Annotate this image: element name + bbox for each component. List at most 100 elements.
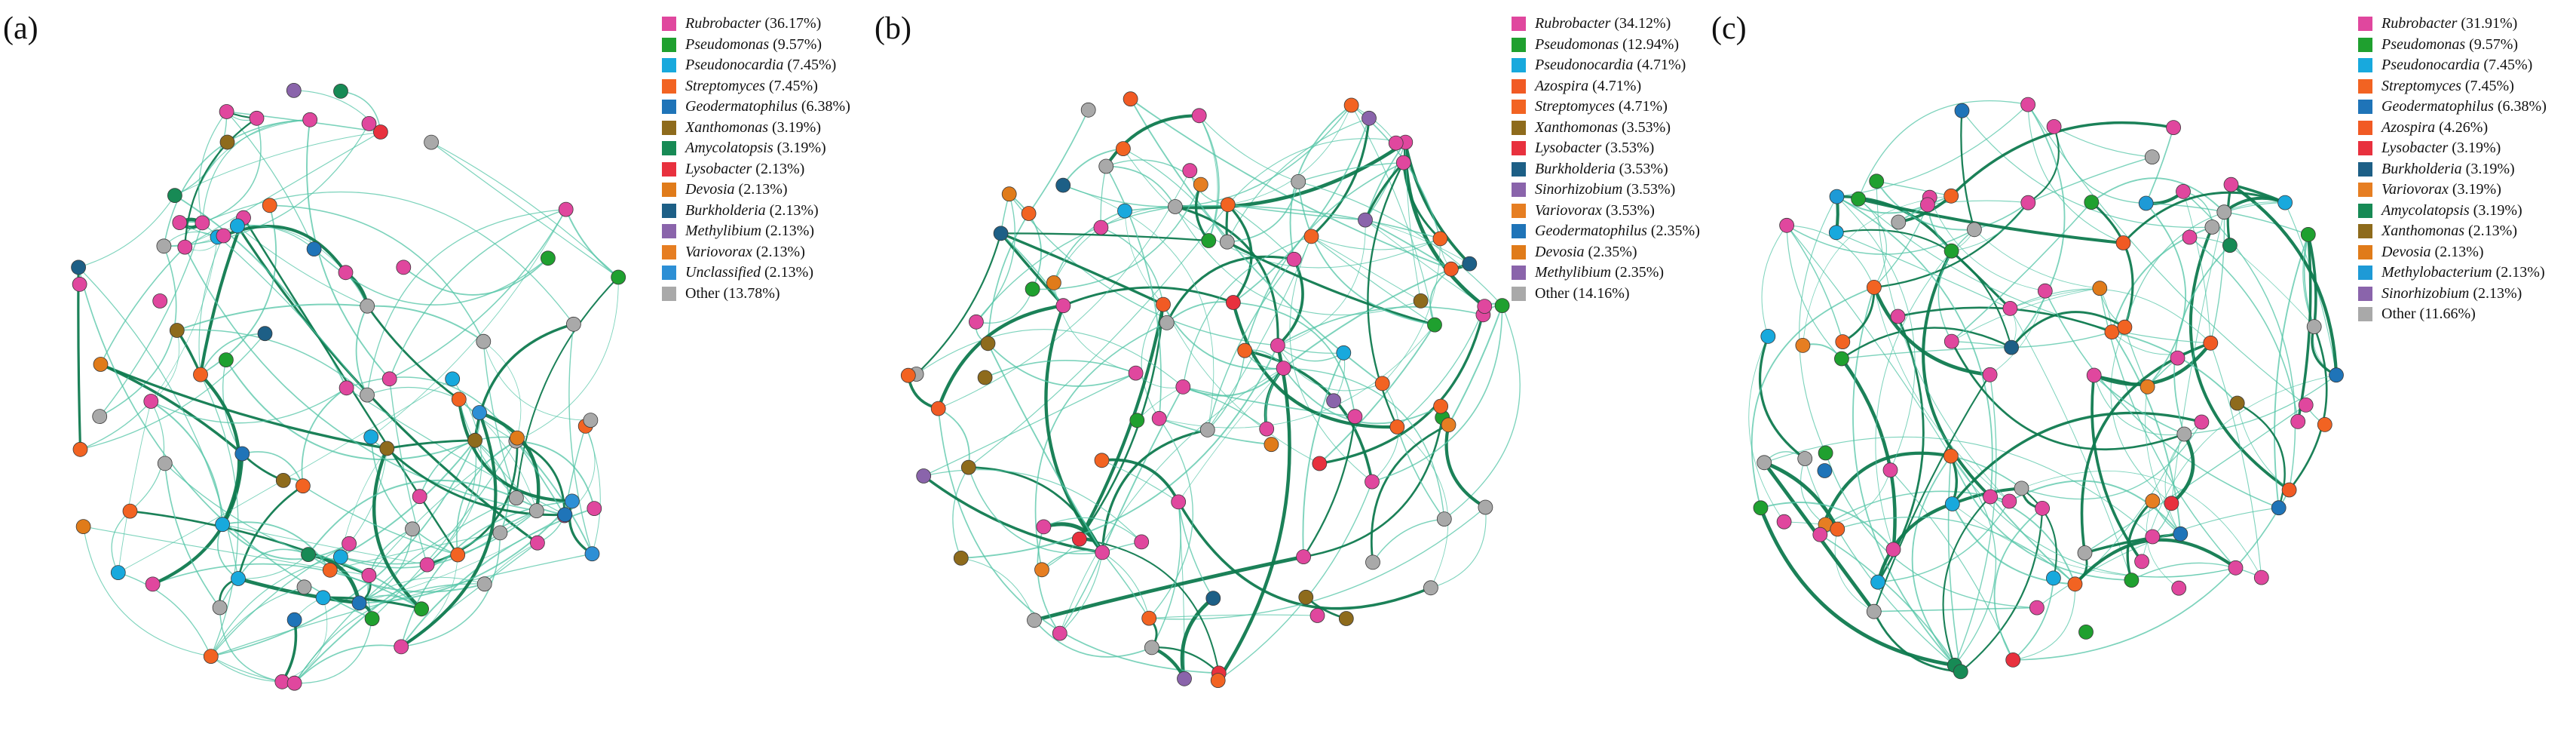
network-edge xyxy=(1207,259,1295,431)
network-node xyxy=(2124,573,2140,588)
legend-genus: Sinorhizobium xyxy=(1535,181,1623,198)
network-edge xyxy=(237,548,309,579)
network-edge xyxy=(1786,225,1844,342)
network-edge xyxy=(269,204,485,342)
network-edge xyxy=(1244,161,1404,351)
network-edge xyxy=(366,386,460,400)
network-edge xyxy=(1053,206,1175,284)
network-node xyxy=(1776,514,1792,530)
network-edge xyxy=(1227,204,1253,303)
network-edge xyxy=(2229,244,2314,327)
network-node xyxy=(338,265,354,281)
network-node xyxy=(1141,610,1157,626)
network-node xyxy=(2194,414,2210,430)
network-node xyxy=(333,84,348,99)
network-node xyxy=(1001,186,1017,202)
network-edge xyxy=(388,208,566,379)
network-node xyxy=(2078,625,2094,640)
network-edge xyxy=(1402,162,1441,240)
network-edge xyxy=(198,216,245,375)
network-node xyxy=(1830,521,1845,537)
network-edge xyxy=(1302,352,1345,557)
network-edge xyxy=(1182,235,1312,388)
legend-swatch xyxy=(1512,120,1526,135)
network-edge xyxy=(1759,336,1806,460)
network-edge xyxy=(1836,195,1928,214)
network-node xyxy=(1413,293,1429,309)
network-node xyxy=(1829,189,1845,204)
network-edge xyxy=(1760,502,1894,551)
network-node xyxy=(611,269,626,285)
network-edge xyxy=(2091,201,2134,328)
network-edge xyxy=(2288,326,2328,491)
legend-percentage: (3.53%) xyxy=(1605,140,1655,156)
network-edge xyxy=(482,341,517,499)
legend-a: Rubrobacter (36.17%) Pseudomonas (9.57%) Pse… xyxy=(662,14,850,304)
legend-c: Rubrobacter (31.91%) Pseudomonas (9.57%) Pse… xyxy=(2358,14,2547,325)
legend-genus: Methylibium xyxy=(685,223,762,239)
network-edge xyxy=(1297,181,1435,326)
network-node xyxy=(338,380,354,396)
network-node xyxy=(587,501,602,516)
network-edge xyxy=(976,206,1176,323)
network-edge xyxy=(1751,287,1875,508)
network-node xyxy=(1797,451,1813,466)
network-edge xyxy=(1873,201,2029,289)
legend-item: Lysobacter (2.13%) xyxy=(662,159,850,180)
legend-genus: Pseudomonas xyxy=(2381,35,2466,53)
network-edge xyxy=(1836,232,2011,309)
network-edge xyxy=(1282,268,1452,369)
network-node xyxy=(1117,203,1132,219)
network-node xyxy=(2145,493,2161,509)
network-node xyxy=(203,649,219,664)
legend-percentage: (2.13%) xyxy=(738,181,788,198)
network-edge xyxy=(2091,375,2143,563)
network-edge xyxy=(516,277,619,442)
network-edge xyxy=(1311,235,1441,250)
network-node xyxy=(219,104,234,119)
legend-genus: Pseudomonas xyxy=(685,35,770,53)
network-node xyxy=(1866,279,1882,295)
network-edge xyxy=(474,440,510,533)
legend-percentage: (7.45%) xyxy=(2483,57,2533,73)
network-edge xyxy=(1960,508,2044,673)
network-node xyxy=(152,293,168,309)
legend-swatch xyxy=(662,141,676,156)
network-edge xyxy=(2010,287,2100,309)
network-node xyxy=(1095,545,1110,560)
network-node xyxy=(1436,511,1452,527)
network-node xyxy=(1779,217,1794,233)
network-edge xyxy=(1875,250,1952,550)
legend-percentage: (34.12%) xyxy=(1614,15,1671,32)
network-node xyxy=(2298,398,2314,413)
legend-swatch xyxy=(1512,286,1526,301)
legend-swatch xyxy=(1512,58,1526,73)
network-edge xyxy=(1277,345,1383,391)
network-edge xyxy=(1100,166,1107,228)
network-edge xyxy=(1382,238,1441,384)
legend-genus: Geodermatophilus xyxy=(685,98,798,115)
network-node xyxy=(394,639,409,655)
legend-swatch xyxy=(662,286,676,301)
network-edge xyxy=(1180,597,1214,680)
network-edge xyxy=(164,462,309,555)
network-edge xyxy=(916,329,1184,388)
network-edge xyxy=(293,644,402,684)
legend-swatch xyxy=(2358,183,2372,198)
network-edge xyxy=(210,553,593,657)
network-node xyxy=(2092,281,2108,296)
network-a xyxy=(71,83,626,691)
network-edge xyxy=(370,209,567,438)
legend-genus: Amycolatopsis xyxy=(685,140,773,156)
network-edge xyxy=(118,401,152,573)
network-node xyxy=(2140,379,2155,395)
network-edge xyxy=(2146,202,2187,388)
network-node xyxy=(1312,456,1328,471)
network-node xyxy=(249,110,265,126)
network-edge xyxy=(294,618,373,684)
network-edge xyxy=(1101,458,1180,503)
legend-swatch xyxy=(662,266,676,281)
network-node xyxy=(510,430,525,446)
network-node xyxy=(110,565,126,580)
legend-item: Streptomyces (7.45%) xyxy=(2358,76,2547,97)
